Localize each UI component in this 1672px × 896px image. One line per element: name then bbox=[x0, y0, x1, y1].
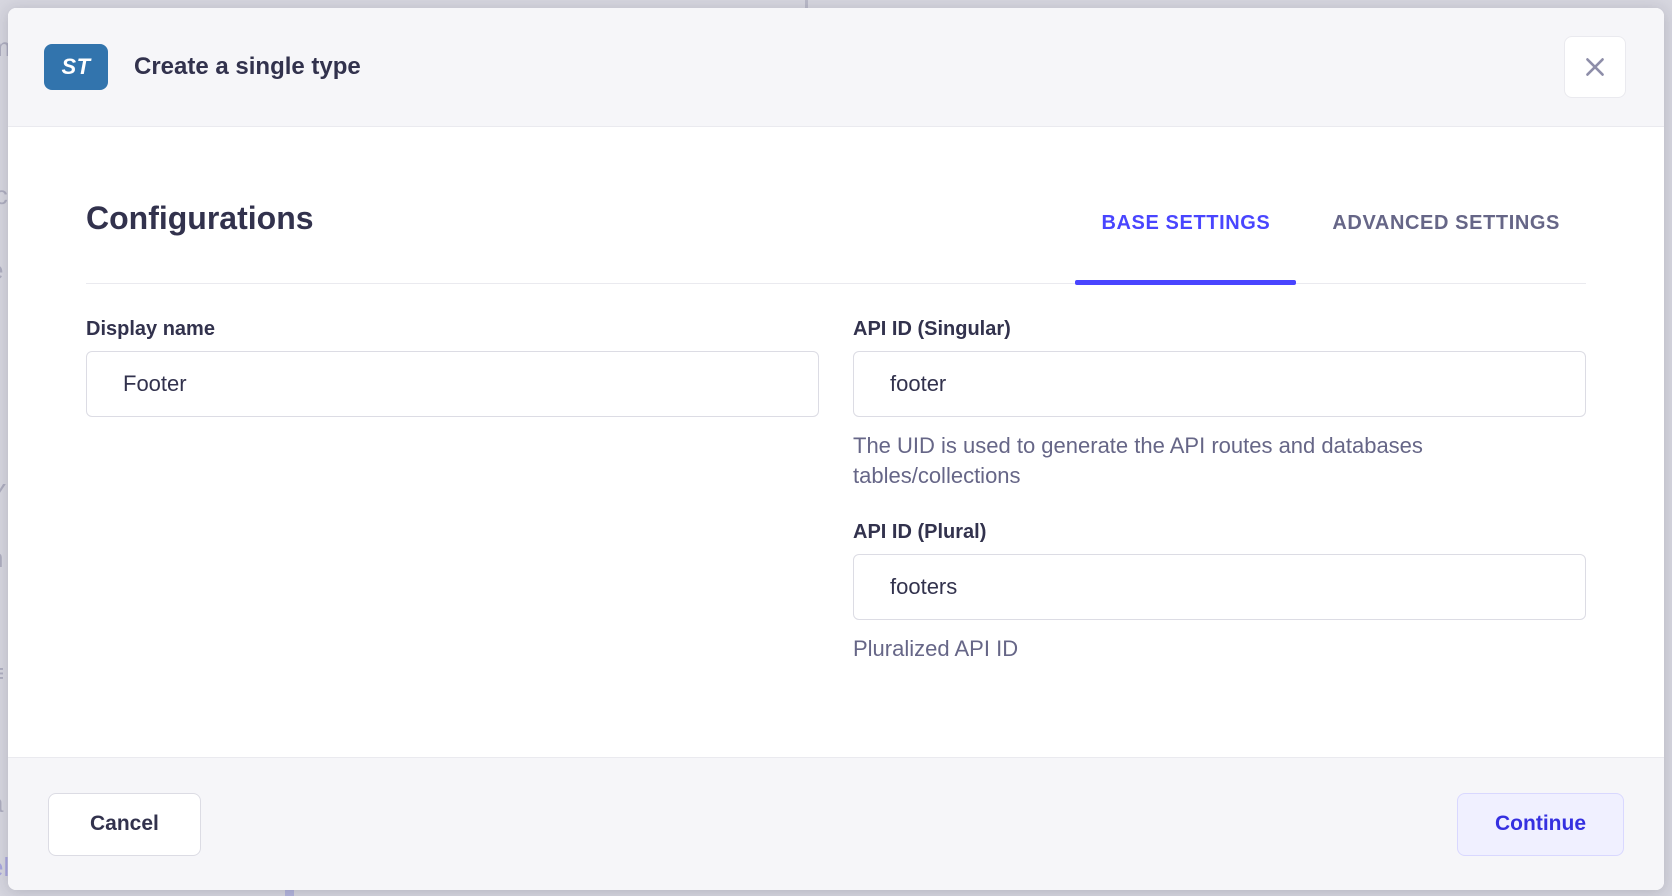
backdrop-text-fragment: Y bbox=[0, 478, 9, 509]
single-type-badge: ST bbox=[44, 44, 108, 90]
close-button[interactable] bbox=[1564, 36, 1626, 98]
backdrop-text-fragment: e bbox=[0, 255, 9, 286]
api-id-plural-input[interactable] bbox=[853, 554, 1586, 620]
modal-body: Configurations BASE SETTINGS ADVANCED SE… bbox=[8, 128, 1664, 757]
configurations-header-row: Configurations BASE SETTINGS ADVANCED SE… bbox=[86, 200, 1586, 285]
backdrop-text-fragment: a bbox=[0, 788, 9, 819]
modal-title: Create a single type bbox=[134, 53, 361, 80]
backdrop-text-fragment: m bbox=[0, 32, 9, 63]
api-id-plural-field: API ID (Plural) Pluralized API ID bbox=[853, 521, 1586, 664]
api-id-singular-input[interactable] bbox=[853, 351, 1586, 417]
display-name-field: Display name bbox=[86, 318, 819, 664]
backdrop-line-fragment bbox=[805, 0, 808, 8]
close-icon bbox=[1586, 58, 1604, 76]
continue-button[interactable]: Continue bbox=[1457, 792, 1624, 856]
tab-advanced-settings[interactable]: ADVANCED SETTINGS bbox=[1332, 212, 1560, 234]
backdrop-text-fragment: n bbox=[0, 543, 9, 574]
backdrop-text-fragment: ≡ bbox=[0, 658, 9, 689]
api-id-plural-label: API ID (Plural) bbox=[853, 521, 987, 543]
modal-header: ST Create a single type bbox=[8, 8, 1664, 127]
api-id-column: API ID (Singular) The UID is used to gen… bbox=[853, 318, 1586, 664]
display-name-label: Display name bbox=[86, 318, 215, 340]
section-heading: Configurations bbox=[86, 200, 314, 236]
display-name-input[interactable] bbox=[86, 351, 819, 417]
backdrop-line-fragment bbox=[285, 889, 294, 896]
api-id-plural-hint: Pluralized API ID bbox=[853, 636, 1019, 661]
api-id-singular-label: API ID (Singular) bbox=[853, 318, 1011, 340]
backdrop-left-strip: m t ic e r t Y n t ≡ t a el bbox=[0, 0, 9, 896]
api-id-singular-field: API ID (Singular) The UID is used to gen… bbox=[853, 318, 1586, 491]
modal-footer: Cancel Continue bbox=[8, 757, 1664, 890]
settings-tabs: BASE SETTINGS ADVANCED SETTINGS bbox=[1075, 200, 1586, 285]
create-single-type-modal: ST Create a single type Configurations B… bbox=[8, 8, 1664, 890]
cancel-button[interactable]: Cancel bbox=[48, 792, 201, 856]
backdrop-text-fragment: ic bbox=[0, 180, 8, 210]
backdrop-text-fragment: el bbox=[0, 852, 9, 882]
api-id-singular-hint: The UID is used to generate the API rout… bbox=[853, 433, 1423, 488]
configurations-form: Display name API ID (Singular) The UID i… bbox=[86, 318, 1586, 664]
tab-base-settings[interactable]: BASE SETTINGS bbox=[1075, 200, 1297, 285]
